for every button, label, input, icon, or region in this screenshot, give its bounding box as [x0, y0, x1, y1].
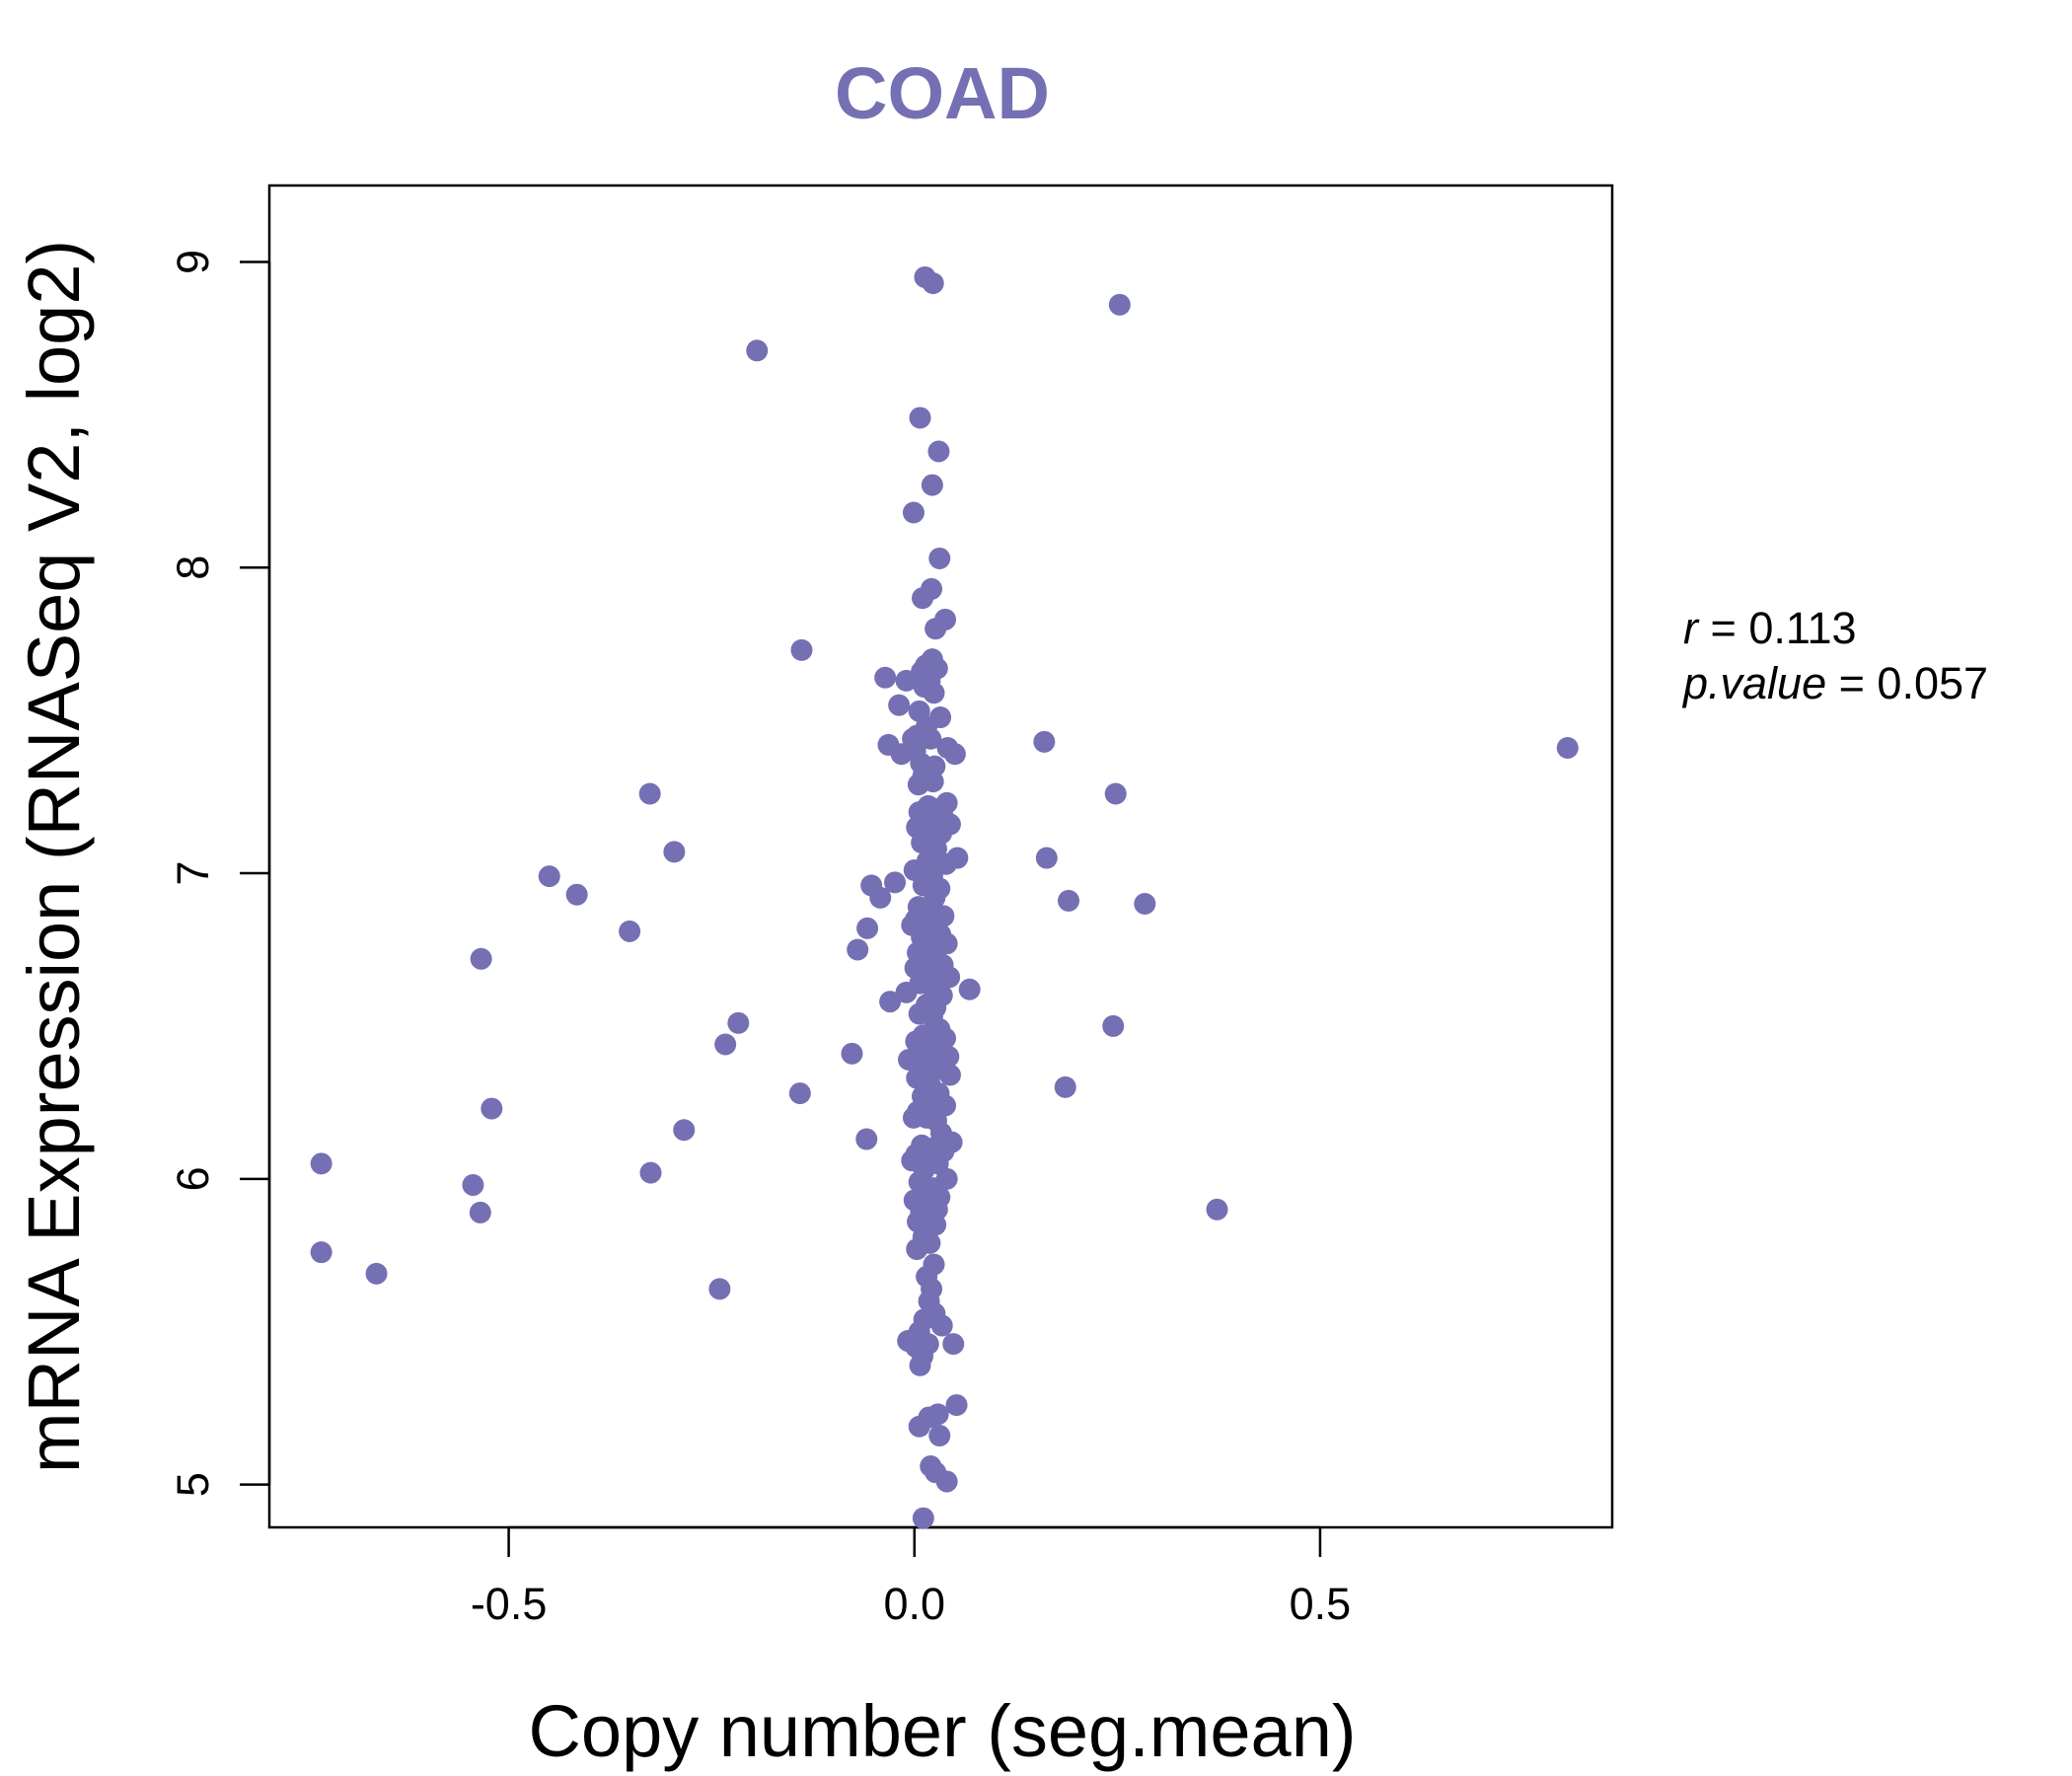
data-point [928, 547, 951, 569]
x-axis: -0.5 0.0 0.5 [471, 1525, 1352, 1629]
data-point [708, 1278, 731, 1300]
data-point [898, 1049, 921, 1072]
data-point [909, 407, 931, 429]
data-point [923, 682, 945, 704]
data-point [470, 947, 492, 970]
svg-text:r = 0.113: r = 0.113 [1683, 603, 1857, 653]
correlation-stats: r = 0.113 p.value = 0.057 [1681, 603, 1988, 708]
data-point [788, 1082, 811, 1105]
data-point [935, 1470, 958, 1493]
x-axis-title: Copy number (seg.mean) [528, 1690, 1356, 1772]
x-tick-label: -0.5 [471, 1579, 548, 1629]
chart-title: COAD [835, 52, 1050, 134]
svg-text:p.value = 0.057: p.value = 0.057 [1681, 658, 1988, 708]
data-point [663, 841, 686, 863]
data-point [922, 272, 944, 295]
data-point [639, 1161, 662, 1184]
y-axis-title: mRNA Expression (RNASeq V2, log2) [13, 240, 95, 1473]
data-point [855, 1128, 878, 1150]
data-point [912, 1507, 934, 1529]
data-point [1134, 893, 1156, 916]
data-point [890, 743, 913, 766]
p-equals: = [1839, 658, 1878, 708]
x-tick-label: 0.5 [1290, 1579, 1352, 1629]
data-point [906, 1238, 928, 1261]
data-point [869, 886, 892, 909]
data-point [925, 618, 947, 640]
data-point [790, 638, 813, 661]
data-point [895, 669, 918, 692]
r-equals: = [1711, 603, 1749, 653]
y-tick-label: 8 [168, 555, 218, 580]
y-tick-label: 5 [168, 1472, 218, 1497]
data-point [907, 774, 929, 796]
y-tick-label: 9 [168, 250, 218, 274]
data-point [1054, 1075, 1076, 1098]
data-points [310, 265, 1579, 1529]
data-point [1556, 737, 1579, 760]
data-point [310, 1241, 333, 1264]
data-point [930, 1314, 953, 1337]
data-point [310, 1152, 333, 1175]
data-point [895, 981, 918, 1003]
data-point [673, 1119, 696, 1142]
data-point [1104, 782, 1127, 805]
data-point [638, 782, 661, 805]
y-tick-label: 6 [168, 1166, 218, 1191]
data-point [365, 1262, 388, 1285]
data-point [746, 339, 769, 362]
data-point [462, 1174, 484, 1197]
data-point [1206, 1198, 1228, 1221]
data-point [888, 694, 911, 716]
data-point [911, 587, 933, 610]
p-value: 0.057 [1877, 658, 1988, 708]
data-point [920, 727, 942, 750]
r-value: 0.113 [1748, 603, 1856, 653]
data-point [1058, 889, 1080, 912]
data-point [943, 743, 966, 766]
data-point [902, 501, 925, 524]
data-point [714, 1033, 737, 1056]
data-point [902, 1106, 925, 1129]
data-point [884, 871, 907, 894]
data-point [847, 938, 869, 961]
y-tick-label: 7 [168, 861, 218, 886]
data-point [938, 1064, 961, 1086]
data-point [727, 1011, 750, 1034]
data-point [619, 920, 641, 942]
data-point [921, 474, 943, 496]
data-point [927, 440, 950, 463]
data-point [1035, 847, 1058, 869]
data-point [958, 978, 981, 1000]
data-point [945, 1394, 968, 1417]
data-point [538, 865, 560, 888]
data-point [909, 1354, 931, 1376]
data-point [938, 966, 961, 989]
r-label: r [1683, 603, 1700, 653]
x-tick-label: 0.0 [883, 1579, 945, 1629]
data-point [481, 1097, 503, 1120]
data-point [874, 666, 897, 689]
data-point [469, 1201, 491, 1223]
data-point [856, 917, 879, 939]
data-point [841, 1042, 863, 1065]
data-point [1108, 293, 1131, 316]
y-axis: 5 6 7 8 9 [168, 250, 271, 1497]
data-point [565, 883, 588, 906]
data-point [908, 1415, 930, 1438]
data-point [942, 1333, 965, 1356]
p-label: p.value [1681, 658, 1826, 708]
data-point [1033, 730, 1056, 753]
data-point [1102, 1014, 1125, 1037]
data-point [879, 991, 902, 1013]
data-point [928, 1425, 951, 1447]
